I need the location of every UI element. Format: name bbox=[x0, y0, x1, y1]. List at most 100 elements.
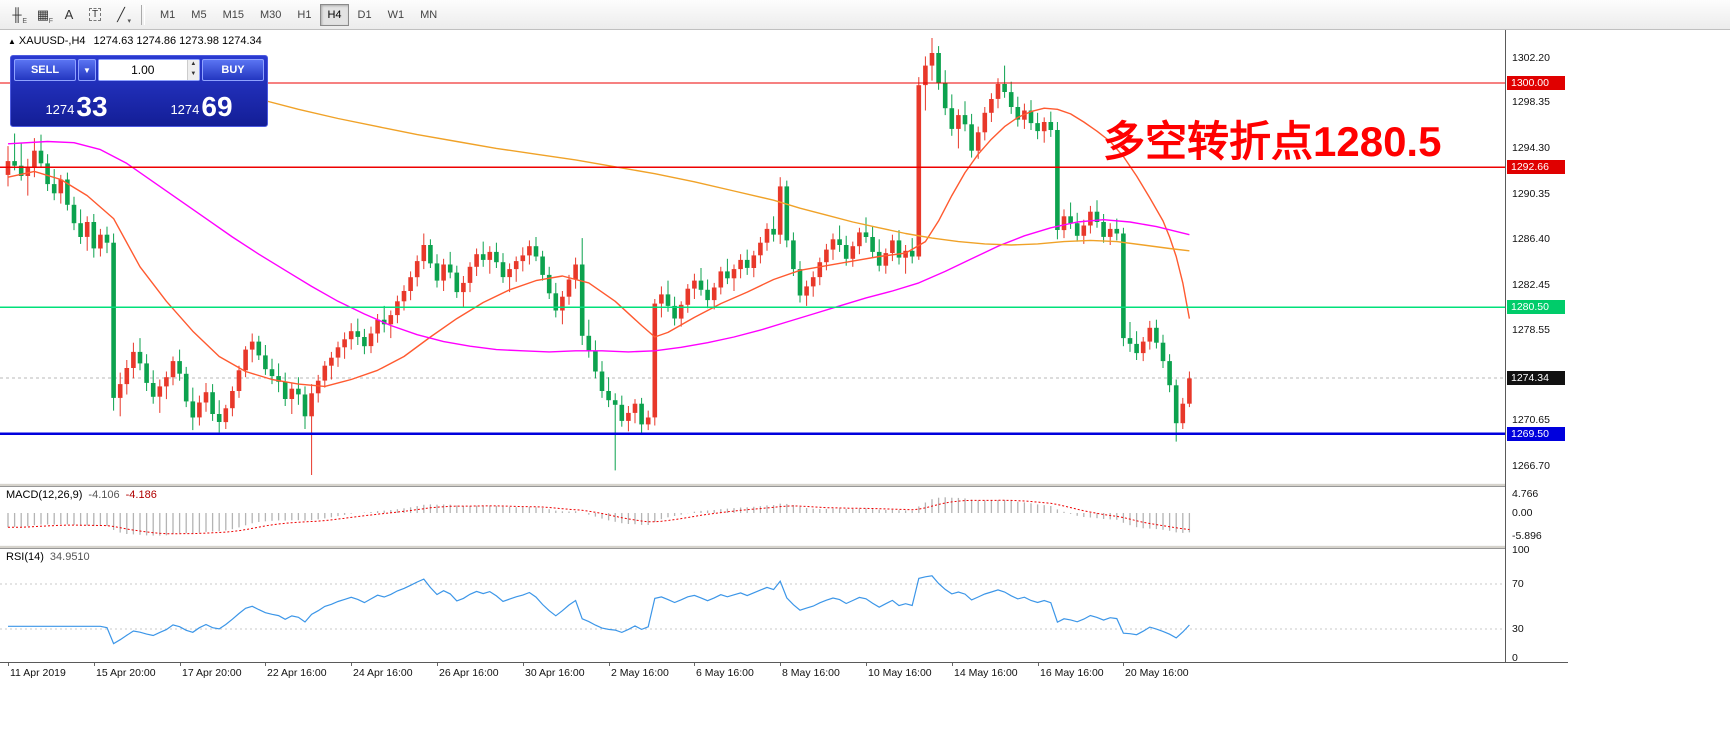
buy-price-main: 1274 bbox=[170, 102, 200, 117]
price-badge-1300.00: 1300.00 bbox=[1507, 76, 1565, 90]
price-badge-1274.34: 1274.34 bbox=[1507, 371, 1565, 385]
price-tick-label: 1282.45 bbox=[1512, 279, 1550, 291]
macd-signal-line bbox=[8, 499, 1190, 535]
sell-price-pips: 33 bbox=[76, 91, 108, 122]
rsi-label: RSI(14) 34.9510 bbox=[6, 551, 90, 563]
price-tick-label: 1270.65 bbox=[1512, 414, 1550, 426]
price-tick-label: 1266.70 bbox=[1512, 460, 1550, 472]
price-badge-1280.50: 1280.50 bbox=[1507, 300, 1565, 314]
time-tick-mark bbox=[180, 663, 181, 666]
time-axis-label: 8 May 16:00 bbox=[782, 667, 840, 679]
toolbar-tools: ╫ E ▦ F A T ╱ ▾ bbox=[4, 4, 134, 26]
macd-canvas[interactable] bbox=[0, 487, 1505, 545]
text-label-icon[interactable]: A bbox=[57, 4, 81, 26]
chart-profile-icon[interactable]: ▦ F bbox=[31, 4, 55, 26]
rsi-axis-label: 70 bbox=[1512, 578, 1524, 590]
timeframe-M1[interactable]: M1 bbox=[153, 4, 182, 26]
time-axis-label: 17 Apr 20:00 bbox=[182, 667, 242, 679]
time-axis-label: 24 Apr 16:00 bbox=[353, 667, 413, 679]
macd-axis-label: 0.00 bbox=[1512, 507, 1533, 519]
timeframe-H1[interactable]: H1 bbox=[290, 4, 318, 26]
time-axis-label: 16 May 16:00 bbox=[1040, 667, 1104, 679]
timeframe-M30[interactable]: M30 bbox=[253, 4, 288, 26]
volume-dropdown-button[interactable]: ▼ bbox=[78, 59, 96, 81]
buy-price-pips: 69 bbox=[201, 91, 233, 122]
time-tick-mark bbox=[94, 663, 95, 666]
time-axis-label: 2 May 16:00 bbox=[611, 667, 669, 679]
spin-up-icon[interactable]: ▲ bbox=[187, 60, 199, 70]
main-chart-panel: ▲ XAUUSD-,H4 1274.63 1274.86 1273.98 1274.… bbox=[0, 30, 1505, 483]
time-axis-label: 26 Apr 16:00 bbox=[439, 667, 499, 679]
rsi-line bbox=[8, 575, 1190, 645]
panel-splitter[interactable] bbox=[0, 483, 1568, 487]
line-studies-icon[interactable]: ╱ ▾ bbox=[109, 4, 133, 26]
price-tick-label: 1290.35 bbox=[1512, 188, 1550, 200]
timeframe-D1[interactable]: D1 bbox=[351, 4, 379, 26]
medium-ma-line bbox=[7, 140, 1190, 353]
timeframe-M15[interactable]: M15 bbox=[216, 4, 251, 26]
macd-title: MACD(12,26,9) bbox=[6, 489, 83, 501]
time-axis-label: 14 May 16:00 bbox=[954, 667, 1018, 679]
panel-splitter[interactable] bbox=[0, 545, 1568, 549]
symbol-marker-icon: ▲ bbox=[8, 37, 16, 46]
dropdown-arrow-icon: ▼ bbox=[83, 65, 91, 75]
time-axis-label: 30 Apr 16:00 bbox=[525, 667, 585, 679]
timeframe-MN[interactable]: MN bbox=[413, 4, 444, 26]
time-axis-label: 20 May 16:00 bbox=[1125, 667, 1189, 679]
macd-histogram bbox=[7, 497, 1191, 536]
volume-field: ▲ ▼ bbox=[98, 59, 200, 81]
slow-ma-line bbox=[258, 98, 1190, 252]
fast-ma-line bbox=[7, 107, 1191, 388]
macd-value: -4.106 bbox=[88, 489, 120, 501]
rsi-value: 34.9510 bbox=[49, 551, 90, 563]
timeframe-H4[interactable]: H4 bbox=[320, 3, 349, 26]
buy-button[interactable]: BUY bbox=[202, 59, 264, 81]
spin-down-icon[interactable]: ▼ bbox=[187, 70, 199, 80]
one-click-trading-panel: SELL ▼ ▲ ▼ BUY 1274 33 1274 bbox=[10, 55, 268, 127]
text-box-icon[interactable]: T bbox=[83, 4, 107, 26]
time-tick-mark bbox=[866, 663, 867, 666]
price-chart-canvas[interactable] bbox=[0, 30, 1505, 483]
macd-signal-value: -4.186 bbox=[125, 489, 157, 501]
timeframe-M5[interactable]: M5 bbox=[184, 4, 213, 26]
time-tick-mark bbox=[952, 663, 953, 666]
time-tick-mark bbox=[351, 663, 352, 666]
time-tick-mark bbox=[1038, 663, 1039, 666]
time-tick-mark bbox=[780, 663, 781, 666]
candles-layer bbox=[5, 38, 1192, 475]
rsi-axis-label: 30 bbox=[1512, 623, 1524, 635]
sell-price-main: 1274 bbox=[45, 102, 75, 117]
price-badge-1292.66: 1292.66 bbox=[1507, 160, 1565, 174]
macd-axis-label: 4.766 bbox=[1512, 488, 1539, 500]
time-tick-mark bbox=[265, 663, 266, 666]
toolbar-separator bbox=[141, 4, 145, 25]
sell-price[interactable]: 1274 33 bbox=[14, 83, 139, 123]
symbol-info-bar: ▲ XAUUSD-,H4 1274.63 1274.86 1273.98 1274.… bbox=[8, 35, 262, 47]
macd-label: MACD(12,26,9) -4.106 -4.186 bbox=[6, 489, 157, 501]
rsi-axis-label: 0 bbox=[1512, 652, 1518, 664]
buy-price[interactable]: 1274 69 bbox=[139, 83, 264, 123]
timeframe-W1[interactable]: W1 bbox=[381, 4, 412, 26]
time-axis-label: 22 Apr 16:00 bbox=[267, 667, 327, 679]
time-tick-mark bbox=[8, 663, 9, 666]
price-tick-label: 1302.20 bbox=[1512, 52, 1550, 64]
time-axis-label: 10 May 16:00 bbox=[868, 667, 932, 679]
time-axis-label: 6 May 16:00 bbox=[696, 667, 754, 679]
rsi-axis-label: 100 bbox=[1512, 544, 1530, 556]
time-axis[interactable]: 11 Apr 2019 15 Apr 20:00 17 Apr 20:00 22 Ap… bbox=[0, 662, 1568, 683]
price-tick-label: 1294.30 bbox=[1512, 142, 1550, 154]
macd-axis-label: -5.896 bbox=[1512, 530, 1542, 542]
volume-spinner: ▲ ▼ bbox=[186, 60, 199, 80]
sell-button[interactable]: SELL bbox=[14, 59, 76, 81]
rsi-canvas[interactable] bbox=[0, 549, 1505, 662]
price-axis[interactable]: 1302.20 1298.35 1294.30 1290.35 1286.40 1282.… bbox=[1505, 30, 1569, 664]
volume-input[interactable] bbox=[99, 60, 187, 80]
time-tick-mark bbox=[609, 663, 610, 666]
toolbar: ╫ E ▦ F A T ╱ ▾ M1 M5 M15 M30 H1 H4 D1 W1 MN bbox=[0, 0, 1730, 30]
time-tick-mark bbox=[1123, 663, 1124, 666]
rsi-title: RSI(14) bbox=[6, 551, 44, 563]
candles-mode-icon[interactable]: ╫ E bbox=[5, 4, 29, 26]
price-badge-1269.50: 1269.50 bbox=[1507, 427, 1565, 441]
time-axis-label: 11 Apr 2019 bbox=[10, 667, 66, 679]
